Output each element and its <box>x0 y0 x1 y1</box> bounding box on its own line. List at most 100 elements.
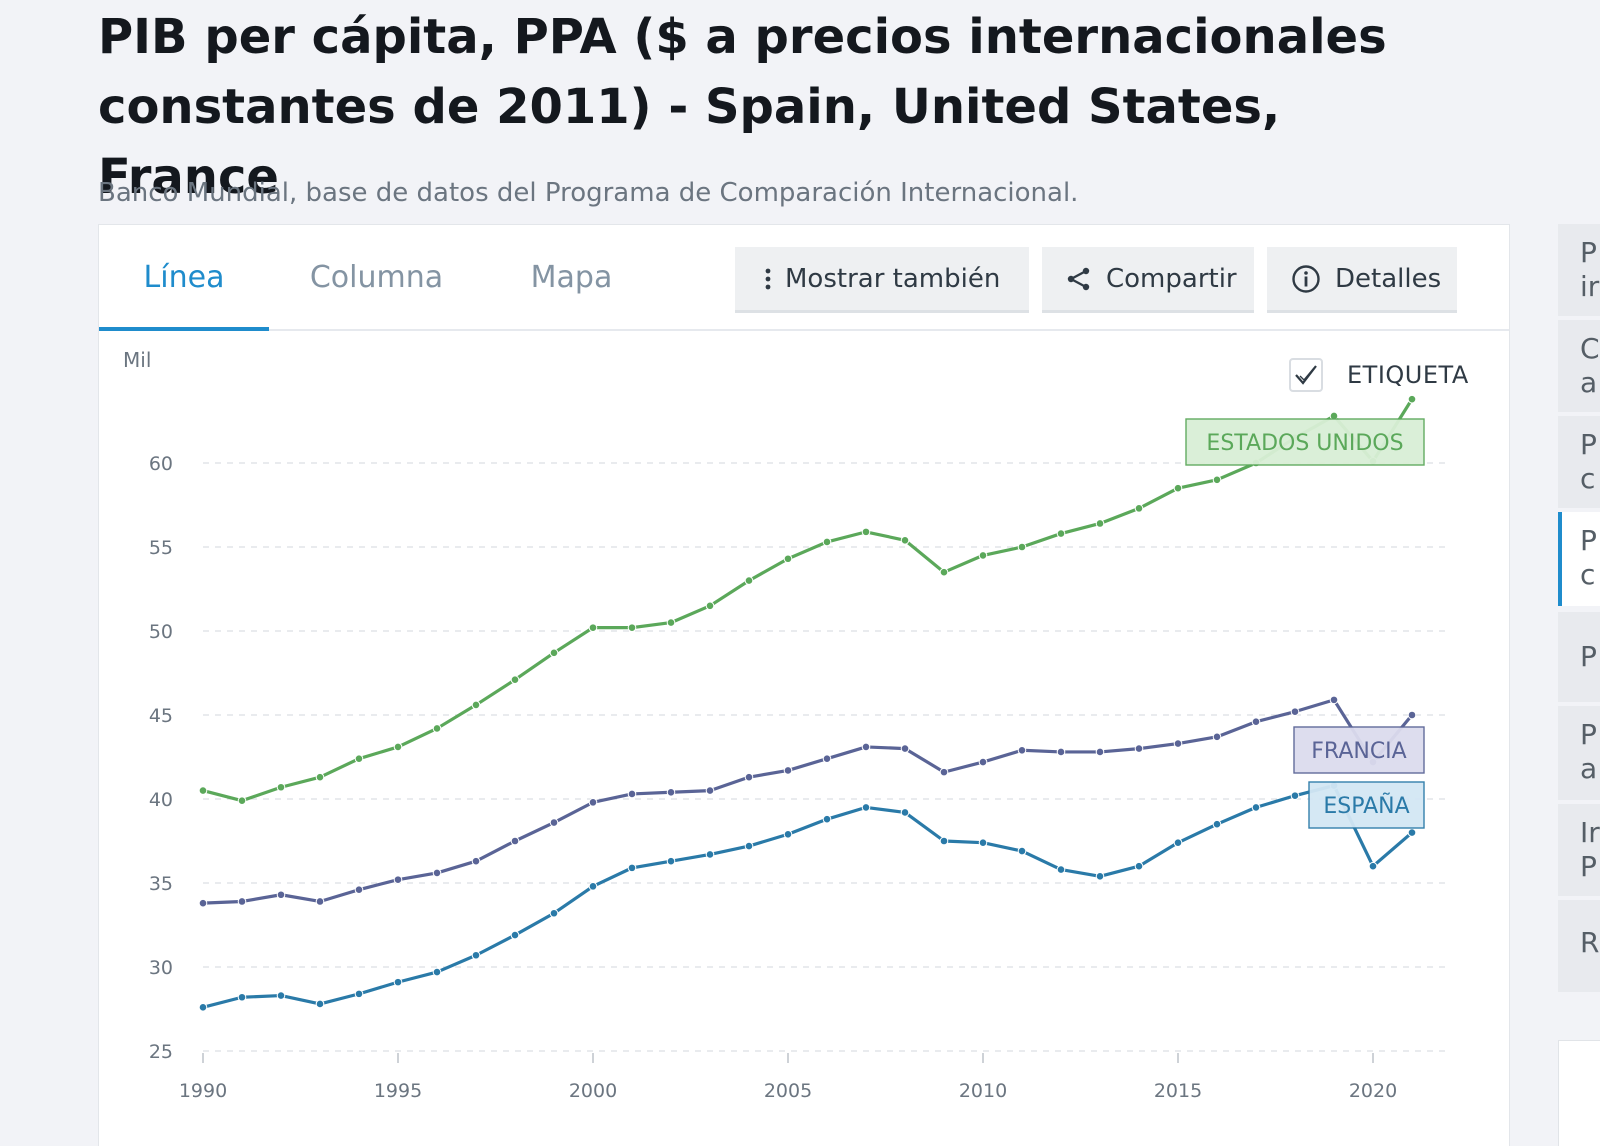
x-tick-label: 2005 <box>764 1080 812 1102</box>
data-point <box>1095 747 1105 757</box>
data-point <box>1056 747 1066 757</box>
data-point <box>1173 739 1183 748</box>
y-tick-label: 40 <box>149 789 173 811</box>
sidebar-item[interactable]: R <box>1558 900 1600 992</box>
y-tick-label: 35 <box>149 873 173 895</box>
series-label: ESPAÑA <box>1323 792 1409 819</box>
data-point <box>939 567 949 577</box>
share-label: Compartir <box>1106 263 1237 294</box>
data-point <box>198 898 208 908</box>
data-point <box>1095 519 1105 528</box>
label-toggle[interactable]: ETIQUETA <box>1289 358 1469 392</box>
data-point <box>978 551 988 560</box>
tab-map[interactable]: Mapa <box>530 259 613 295</box>
data-point <box>666 787 676 797</box>
series-label-box <box>1185 418 1425 466</box>
data-point <box>1173 838 1183 847</box>
share-icon <box>1066 266 1092 292</box>
data-point <box>783 829 793 839</box>
data-point <box>1095 871 1105 881</box>
data-point <box>627 789 637 799</box>
y-tick-label: 50 <box>149 621 173 643</box>
data-point <box>315 772 325 782</box>
y-tick-label: 25 <box>149 1041 173 1063</box>
chart-type-tabs: Línea Columna Mapa Mostrar también Compa… <box>99 225 1509 331</box>
sidebar-item-active[interactable]: P c <box>1558 512 1600 606</box>
tab-line[interactable]: Línea <box>99 225 269 331</box>
data-point <box>549 818 559 827</box>
data-point <box>549 908 559 918</box>
sidebar-item[interactable]: P c <box>1558 416 1600 508</box>
data-point <box>978 838 988 847</box>
chart-card: Línea Columna Mapa Mostrar también Compa… <box>98 224 1510 1146</box>
label-checkbox[interactable] <box>1289 358 1323 392</box>
data-point <box>1212 732 1222 742</box>
data-point <box>1134 504 1144 513</box>
data-point <box>393 977 403 987</box>
data-point <box>1407 394 1417 404</box>
data-point <box>1368 861 1378 871</box>
data-point <box>1134 861 1144 871</box>
data-point <box>198 786 208 795</box>
show-also-button[interactable]: Mostrar también <box>735 247 1029 313</box>
details-label: Detalles <box>1335 263 1442 294</box>
data-point <box>1329 695 1339 705</box>
data-point <box>276 991 286 1000</box>
x-tick-label: 1995 <box>374 1080 422 1102</box>
sidebar-item[interactable]: P <box>1558 612 1600 702</box>
y-axis-label: Mil <box>123 348 151 372</box>
y-tick-label: 60 <box>149 453 173 475</box>
data-point <box>822 537 832 547</box>
x-tick-label: 2000 <box>569 1080 617 1102</box>
data-point <box>588 882 598 891</box>
chart-area: Mil 25 30 35 40 45 50 55 60 1990 1995 2000 2005 2010 2… <box>99 333 1509 1146</box>
data-point <box>315 999 325 1009</box>
data-point <box>705 601 715 611</box>
data-point <box>978 757 988 767</box>
data-point <box>510 836 520 846</box>
share-button[interactable]: Compartir <box>1042 247 1254 313</box>
data-point <box>549 648 559 658</box>
series-label-box <box>1293 726 1425 774</box>
data-point <box>237 796 247 805</box>
data-point <box>861 527 871 537</box>
data-point <box>744 772 754 782</box>
data-point <box>783 554 793 564</box>
data-point <box>666 618 676 627</box>
data-point <box>744 841 754 851</box>
y-tick-label: 45 <box>149 705 173 727</box>
details-button[interactable]: Detalles <box>1267 247 1457 313</box>
data-point <box>666 856 676 866</box>
data-point <box>900 808 910 817</box>
y-tick-label: 55 <box>149 537 173 559</box>
x-tick-label: 1990 <box>179 1080 227 1102</box>
sidebar-item[interactable]: C a <box>1558 320 1600 412</box>
data-point <box>237 897 247 906</box>
sidebar-item[interactable]: P ir <box>1558 224 1600 316</box>
series-label-box <box>1308 781 1425 829</box>
data-point <box>588 798 598 807</box>
data-point <box>627 863 637 873</box>
x-tick-label: 2010 <box>959 1080 1007 1102</box>
series-line <box>202 398 1414 803</box>
data-point <box>1017 846 1027 856</box>
data-point <box>705 786 715 795</box>
sidebar-item[interactable]: Ir P <box>1558 804 1600 896</box>
data-point <box>1290 791 1300 800</box>
data-point <box>315 897 325 906</box>
more-vertical-icon <box>765 268 771 290</box>
data-point <box>627 623 637 632</box>
data-point <box>1056 865 1066 874</box>
data-point <box>354 885 364 895</box>
sidebar-item[interactable]: P a <box>1558 706 1600 800</box>
data-point <box>939 836 949 846</box>
tab-column[interactable]: Columna <box>309 259 444 295</box>
page-subtitle: Banco Mundial, base de datos del Program… <box>98 178 1079 208</box>
line-chart: Mil 25 30 35 40 45 50 55 60 1990 1995 2000 2005 2010 2… <box>123 348 1451 1102</box>
data-point <box>1017 745 1027 755</box>
info-icon <box>1291 264 1321 294</box>
label-toggle-text: ETIQUETA <box>1347 361 1469 389</box>
data-point <box>354 989 364 999</box>
data-point <box>900 535 910 545</box>
data-point <box>1290 707 1300 716</box>
